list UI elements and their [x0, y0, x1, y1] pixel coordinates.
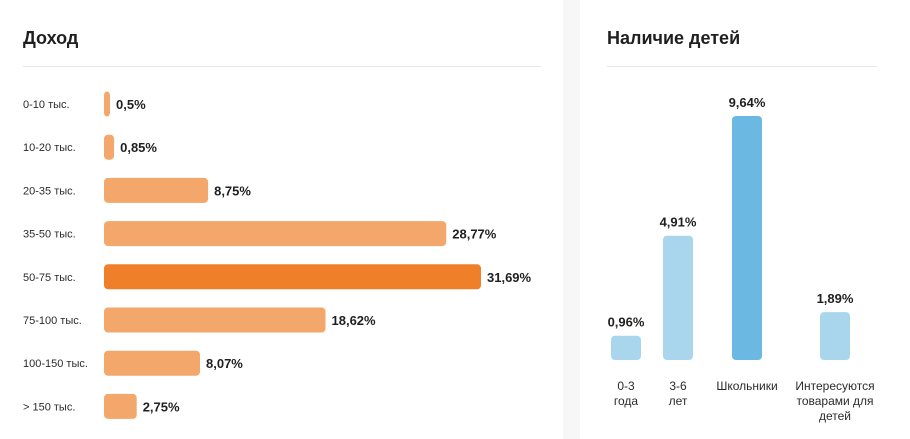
- income-value-label: 0,85%: [120, 140, 157, 155]
- income-bar: [104, 221, 447, 247]
- income-bar-chart: 0-10 тыс. 0,5% 10-20 тыс. 0,85% 20-35 тыс. 8,…: [23, 91, 532, 419]
- income-category-label: 0-10 тыс.: [23, 99, 70, 111]
- income-value-label: 8,75%: [214, 183, 251, 198]
- income-bar: [104, 307, 326, 333]
- children-value-label: 1,89%: [817, 291, 854, 306]
- income-bar: [104, 91, 110, 117]
- children-bar: [663, 235, 693, 360]
- income-value-label: 28,77%: [452, 227, 497, 242]
- income-category-label: 35-50 тыс.: [23, 229, 76, 241]
- children-divider: [607, 66, 877, 67]
- income-value-label: 2,75%: [143, 399, 180, 414]
- income-bar: [104, 177, 209, 203]
- income-bar: [104, 134, 115, 160]
- children-title: Наличие детей: [607, 28, 741, 48]
- income-value-label: 18,62%: [332, 313, 377, 328]
- children-bar: [611, 335, 641, 360]
- income-category-label: > 150 тыс.: [23, 401, 75, 413]
- children-bar-chart: 0,96% 0-3 года 4,91% 3-6 лет 9,64% Школьники 1,8…: [608, 95, 875, 423]
- income-value-label: 8,07%: [206, 356, 243, 371]
- income-category-label: 100-150 тыс.: [23, 358, 88, 370]
- income-category-label: 75-100 тыс.: [23, 315, 82, 327]
- income-bar: [104, 393, 137, 419]
- children-category-label: 0-3 года: [614, 379, 639, 408]
- income-divider: [23, 66, 541, 67]
- income-card: Доход 0-10 тыс. 0,5% 10-20 тыс. 0,85% 20-35 …: [23, 28, 541, 419]
- children-category-label: Школьники: [716, 379, 777, 393]
- income-category-label: 20-35 тыс.: [23, 185, 76, 197]
- children-value-label: 0,96%: [608, 315, 645, 330]
- children-value-label: 4,91%: [660, 215, 697, 230]
- children-bar: [820, 312, 850, 360]
- income-value-label: 31,69%: [487, 270, 532, 285]
- income-value-label: 0,5%: [116, 97, 146, 112]
- income-title: Доход: [23, 28, 79, 48]
- children-card: Наличие детей 0,96% 0-3 года 4,91% 3-6 лет 9,6…: [580, 0, 910, 439]
- children-bar: [732, 116, 762, 360]
- income-category-label: 50-75 тыс.: [23, 272, 76, 284]
- children-category-label: Интересуются товарами для детей: [795, 379, 874, 423]
- children-value-label: 9,64%: [729, 95, 766, 110]
- income-bar: [104, 264, 481, 290]
- income-bar: [104, 350, 201, 376]
- income-category-label: 10-20 тыс.: [23, 142, 76, 154]
- children-category-label: 3-6 лет: [669, 379, 688, 408]
